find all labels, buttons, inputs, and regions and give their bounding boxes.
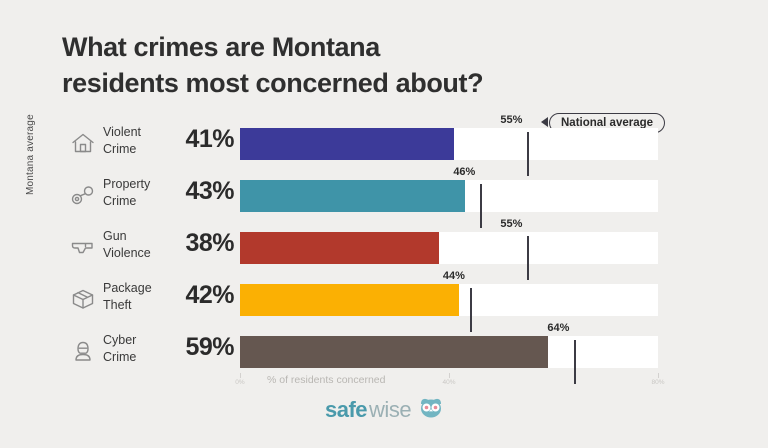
axis-tick-label: 0% [235, 379, 245, 386]
montana-value: 43% [185, 177, 234, 205]
bar-track: 46% [240, 166, 658, 228]
x-axis: 0% 40% 80% [235, 373, 665, 391]
category-label: Violent Crime [103, 124, 171, 157]
national-average-value: 44% [442, 270, 465, 282]
national-average-marker [527, 132, 530, 176]
category-label-line-2: Crime [103, 349, 137, 364]
montana-value: 38% [185, 229, 234, 257]
montana-bar [240, 232, 439, 264]
category-label: Cyber Crime [103, 332, 171, 365]
category-label-line-1: Violent [103, 125, 141, 139]
axis-tick [240, 373, 241, 378]
montana-bar [240, 336, 549, 368]
montana-value: 42% [185, 281, 234, 309]
title-line-2: residents most concerned about? [62, 67, 484, 98]
montana-value: 59% [185, 333, 234, 361]
category-label-line-1: Property [103, 177, 151, 191]
bar-track: 55% [240, 114, 658, 176]
axis-tick [658, 373, 659, 378]
owl-icon [418, 396, 444, 423]
axis-tick [449, 373, 450, 378]
national-average-marker [574, 340, 577, 384]
axis-tick-label: 80% [651, 379, 665, 386]
chart-row: Gun Violence 38% 55% [0, 218, 768, 280]
chart-row: Package Theft 42% 44% [0, 270, 768, 332]
title-line-1: What crimes are Montana [62, 32, 380, 62]
handcuffs-icon [68, 180, 98, 210]
category-label-line-2: Violence [103, 245, 151, 260]
category-label: Property Crime [103, 176, 171, 209]
national-average-marker [527, 236, 530, 280]
category-label-line-2: Theft [103, 297, 132, 312]
chart-row: Property Crime 43% 46% [0, 166, 768, 228]
logo-text-wise: wise [369, 396, 412, 422]
package-icon [68, 284, 98, 314]
national-average-marker [469, 288, 472, 332]
axis-tick-label: 40% [442, 379, 456, 386]
category-label-line-2: Crime [103, 141, 137, 156]
national-average-pointer-icon [541, 117, 548, 127]
x-axis-title: % of residents concerned [267, 374, 386, 386]
bar-track: 44% [240, 270, 658, 332]
page-title: What crimes are Montana residents most c… [62, 30, 532, 101]
montana-bar [240, 180, 465, 212]
national-average-value: 55% [500, 114, 523, 126]
national-average-marker [480, 184, 483, 228]
montana-bar [240, 128, 455, 160]
safewise-logo[interactable]: safe wise [325, 396, 444, 423]
logo-text-safe: safe [325, 396, 368, 422]
montana-value: 41% [185, 125, 234, 153]
chart-row: Violent Crime 41% 55% [0, 114, 768, 176]
national-average-value: 46% [453, 166, 476, 178]
house-icon [68, 128, 98, 158]
hacker-icon [68, 336, 98, 366]
chart-row: Cyber Crime 59% 64% [0, 322, 768, 384]
chart-rows: Violent Crime 41% 55% Property Crime 43% 46% Gun… [0, 114, 768, 384]
category-label-line-1: Gun [103, 229, 127, 243]
national-average-value: 64% [547, 322, 570, 334]
montana-bar [240, 284, 460, 316]
gun-icon [68, 232, 98, 262]
bar-track: 55% [240, 218, 658, 280]
category-label-line-1: Package [103, 281, 152, 295]
bar-track: 64% [240, 322, 658, 384]
category-label-line-2: Crime [103, 193, 137, 208]
category-label: Package Theft [103, 280, 171, 313]
national-average-value: 55% [500, 218, 523, 230]
category-label: Gun Violence [103, 228, 171, 261]
category-label-line-1: Cyber [103, 333, 137, 347]
